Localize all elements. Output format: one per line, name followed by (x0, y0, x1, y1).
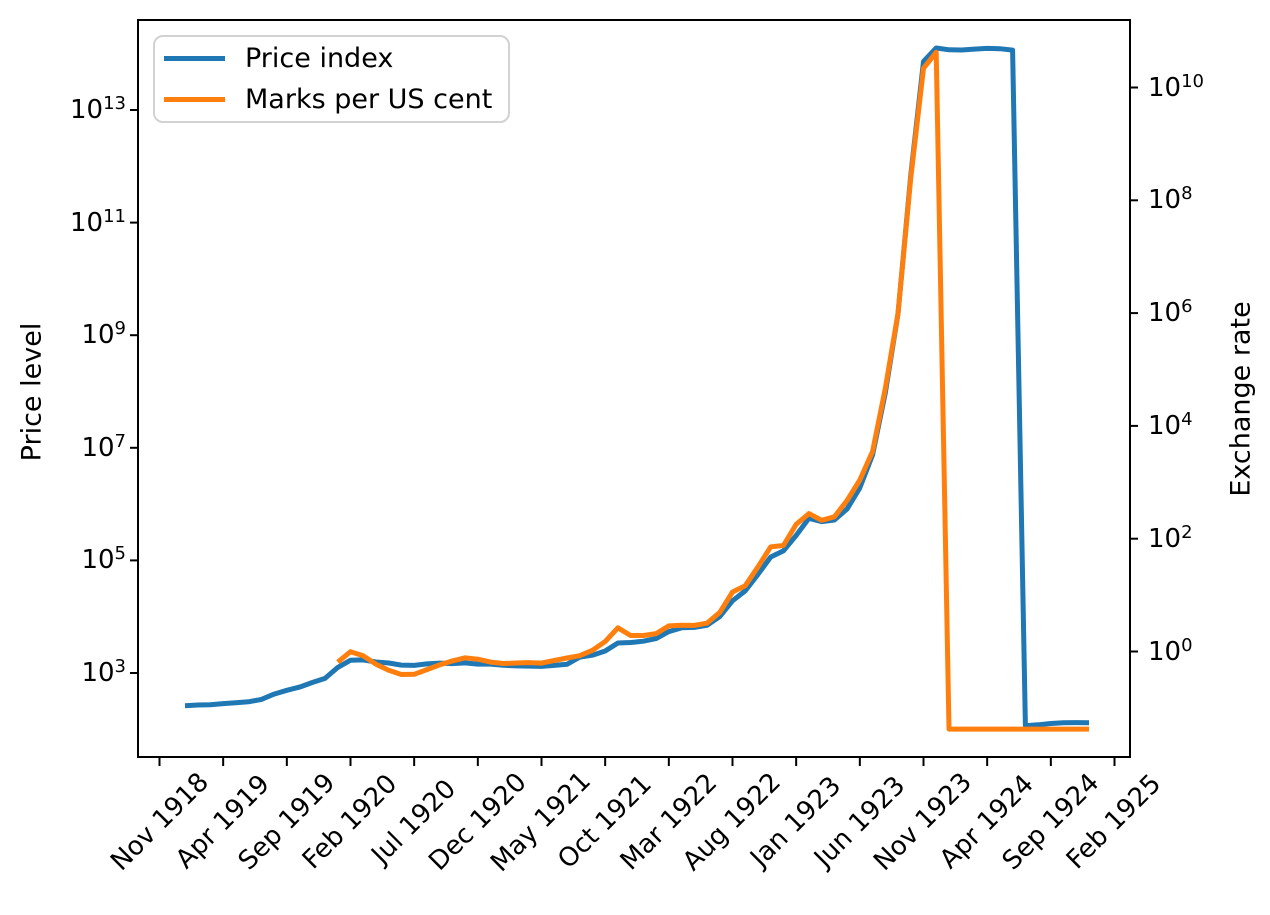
exchange-rate-line-swatch (164, 97, 225, 102)
plot-frame (137, 19, 1131, 758)
y-right-axis-title: Exchange rate (1225, 301, 1257, 497)
legend: Price index Marks per US cent (153, 35, 510, 123)
price-index-line-swatch (164, 56, 225, 61)
price-index-line (184, 45, 1090, 729)
legend-label: Marks per US cent (245, 84, 493, 115)
legend-entry-marks-per-us-cent: Marks per US cent (155, 79, 508, 120)
y-left-axis-title: Price level (16, 322, 48, 462)
legend-entry-price-index: Price index (155, 38, 508, 79)
legend-label: Price index (245, 43, 394, 74)
exchange-rate-line (336, 49, 1089, 732)
